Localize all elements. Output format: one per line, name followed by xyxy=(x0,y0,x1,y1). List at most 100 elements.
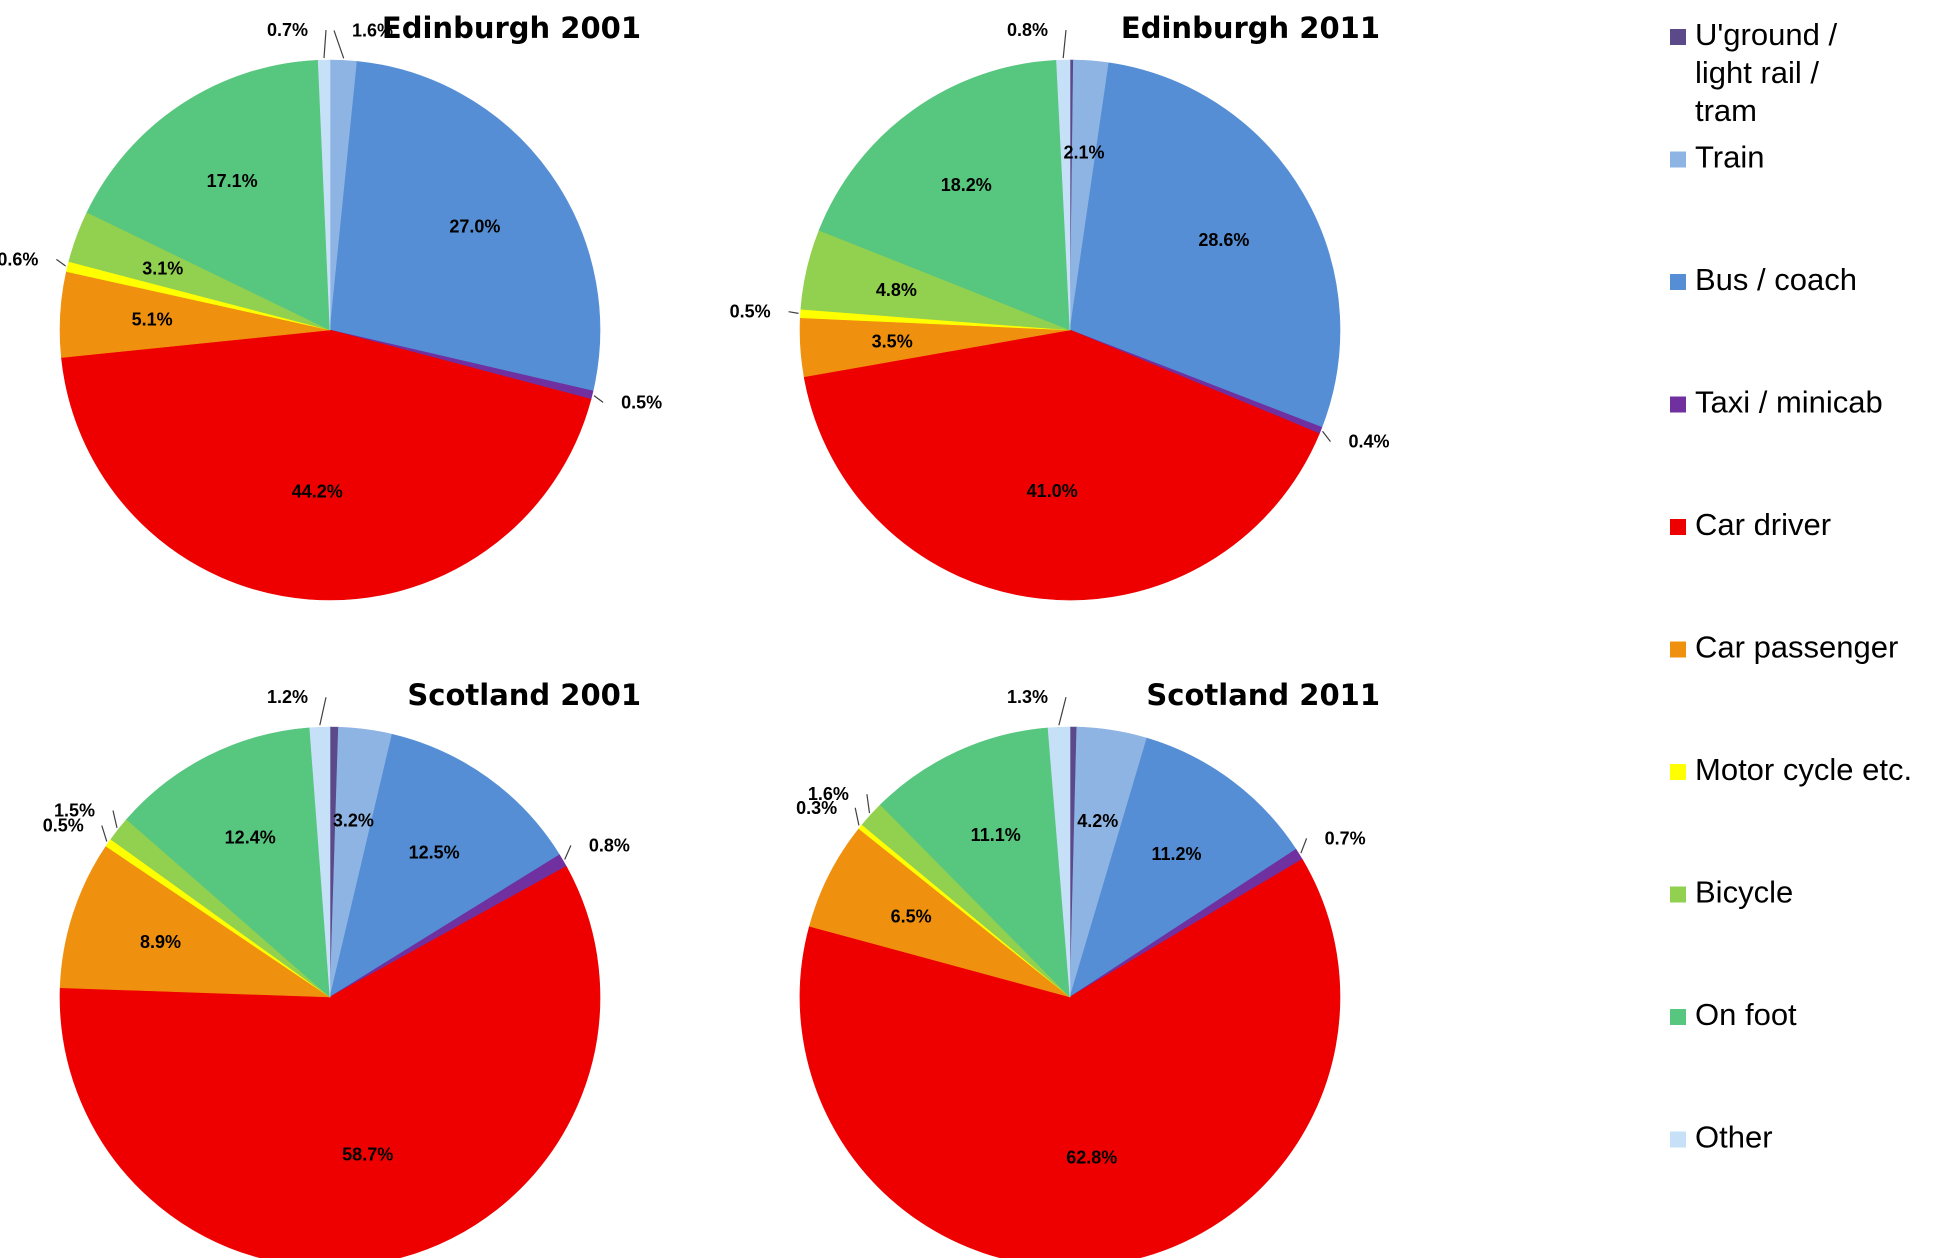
legend-swatch xyxy=(1670,29,1686,45)
slice-on-foot xyxy=(818,60,1071,331)
legend-swatch xyxy=(1670,396,1686,413)
legend-item-car-passenger: Car passenger xyxy=(1670,630,1898,665)
slice-other xyxy=(309,726,331,998)
legend-swatch xyxy=(1670,1131,1686,1148)
leader-line xyxy=(1322,430,1331,442)
legend-label: Bus / coach xyxy=(1695,262,1857,297)
legend-swatch xyxy=(1670,886,1686,903)
legend-item-other: Other xyxy=(1670,1120,1773,1155)
slice-bus-coach xyxy=(329,733,560,998)
slice-label-motor-cycle-etc: 0.5% xyxy=(43,816,84,836)
legend-label: U'ground / light rail / tram xyxy=(1695,17,1837,128)
slice-label-bus-coach: 28.6% xyxy=(1198,230,1249,250)
slice-on-foot xyxy=(880,727,1071,998)
slice-label-other: 1.2% xyxy=(267,687,308,707)
slice-label-car-driver: 58.7% xyxy=(342,1145,393,1165)
leader-line xyxy=(333,30,345,59)
slice-label-on-foot: 18.2% xyxy=(941,175,992,195)
legend-swatch xyxy=(1670,641,1686,658)
leader-line xyxy=(1062,30,1067,59)
leader-line xyxy=(1058,697,1067,726)
leader-line xyxy=(112,810,118,829)
legend-label: Train xyxy=(1695,140,1764,175)
leader-line xyxy=(1300,838,1308,854)
slice-car-passenger xyxy=(809,828,1071,998)
leader-line xyxy=(564,845,572,860)
slice-label-motor-cycle-etc: 0.5% xyxy=(730,302,771,322)
pie-chart-scotland-2011: 4.2% 11.2% 0.7% 62.8% 6.5% 0.3%1.6% 11.1% 1.3% S… xyxy=(796,678,1380,1258)
legend-item-motor-cycle-etc: Motor cycle etc. xyxy=(1670,752,1912,787)
pie-chart-edinburgh-2011: 2.1% 28.6% 0.4% 41.0% 3.5% 0.5% 4.8% 18.2% 0.8% E… xyxy=(730,11,1390,601)
slice-label-taxi-minicab: 0.7% xyxy=(1325,828,1366,848)
slice-label-bicycle: 3.1% xyxy=(142,258,183,278)
legend-item-bus-coach: Bus / coach xyxy=(1670,262,1857,297)
slice-bus-coach xyxy=(329,61,601,392)
chart-title: Scotland 2001 xyxy=(407,678,641,712)
slice-label-bicycle: 1.6% xyxy=(808,784,849,804)
slice-label-car-passenger: 8.9% xyxy=(140,932,181,952)
slice-label-car-passenger: 6.5% xyxy=(891,906,932,926)
legend-item-car-driver: Car driver xyxy=(1670,507,1831,542)
slice-label-other: 0.7% xyxy=(267,20,308,40)
pie-chart-scotland-2001: 3.2% 12.5% 0.8% 58.7% 8.9% 0.5%1.5% 12.4% 1.2% S… xyxy=(43,678,641,1258)
slice-label-motor-cycle-etc: 0.6% xyxy=(0,249,38,269)
slice-label-taxi-minicab: 0.4% xyxy=(1349,432,1390,452)
slice-car-driver xyxy=(61,329,592,601)
slice-label-bicycle: 4.8% xyxy=(876,280,917,300)
slice-label-taxi-minicab: 0.8% xyxy=(589,835,630,855)
legend-item-u-ground-light-rail-tram: U'ground / light rail / tram xyxy=(1670,17,1837,128)
legend-swatch xyxy=(1670,1009,1686,1025)
legend-label: Bicycle xyxy=(1695,875,1793,910)
legend-swatch xyxy=(1670,274,1686,290)
leader-line xyxy=(866,794,871,814)
chart-title: Scotland 2011 xyxy=(1146,678,1380,712)
slice-label-car-driver: 41.0% xyxy=(1027,481,1078,501)
slice-label-train: 4.2% xyxy=(1077,811,1118,831)
slice-car-passenger xyxy=(59,845,332,998)
slice-label-bus-coach: 12.5% xyxy=(409,842,460,862)
legend-swatch xyxy=(1670,764,1686,780)
slice-other xyxy=(1047,726,1071,998)
legend-label: Other xyxy=(1695,1120,1773,1155)
legend-swatch xyxy=(1670,519,1686,535)
slice-on-foot xyxy=(126,727,331,998)
slice-label-motor-cycle-etc: 0.3% xyxy=(796,798,837,818)
slice-other xyxy=(317,59,331,331)
slice-label-on-foot: 17.1% xyxy=(207,171,258,191)
slice-label-other: 1.3% xyxy=(1007,687,1048,707)
slice-label-car-passenger: 5.1% xyxy=(132,310,173,330)
pie-charts: 1.6% 27.0% 0.5% 44.2% 5.1% 0.6% 3.1% 17.1% 0.7% E… xyxy=(0,11,1390,1258)
legend-label: Taxi / minicab xyxy=(1695,385,1883,420)
legend-item-on-foot: On foot xyxy=(1670,997,1797,1032)
leader-line xyxy=(593,395,604,403)
slice-label-taxi-minicab: 0.5% xyxy=(621,392,662,412)
slice-label-bus-coach: 27.0% xyxy=(449,216,500,236)
chart-title: Edinburgh 2001 xyxy=(382,11,641,45)
legend: U'ground / light rail / tram Train Bus / coa… xyxy=(1670,17,1912,1155)
slice-label-car-driver: 44.2% xyxy=(292,482,343,502)
slice-label-train: 2.1% xyxy=(1063,142,1104,162)
slice-label-car-passenger: 3.5% xyxy=(872,332,913,352)
legend-item-taxi-minicab: Taxi / minicab xyxy=(1670,385,1883,420)
slice-label-train: 3.2% xyxy=(333,810,374,830)
slice-label-other: 0.8% xyxy=(1007,20,1048,40)
pie-chart-edinburgh-2001: 1.6% 27.0% 0.5% 44.2% 5.1% 0.6% 3.1% 17.1% 0.7% E… xyxy=(0,11,662,601)
slice-label-on-foot: 11.1% xyxy=(971,825,1021,845)
leader-line xyxy=(854,807,860,826)
leader-line xyxy=(56,258,66,267)
slice-bus-coach xyxy=(1069,62,1341,428)
slice-on-foot xyxy=(86,59,331,331)
slice-label-bicycle: 1.5% xyxy=(54,801,95,821)
legend-item-bicycle: Bicycle xyxy=(1670,875,1793,910)
slice-car-driver xyxy=(59,866,601,1258)
chart-title: Edinburgh 2011 xyxy=(1121,11,1380,45)
slice-label-train: 1.6% xyxy=(352,20,393,40)
leader-line xyxy=(101,825,108,842)
legend-swatch xyxy=(1670,151,1686,168)
leader-line xyxy=(319,697,327,726)
legend-label: Motor cycle etc. xyxy=(1695,752,1912,787)
slice-bus-coach xyxy=(1069,737,1297,998)
legend-item-train: Train xyxy=(1670,140,1764,175)
leader-line xyxy=(323,30,327,59)
